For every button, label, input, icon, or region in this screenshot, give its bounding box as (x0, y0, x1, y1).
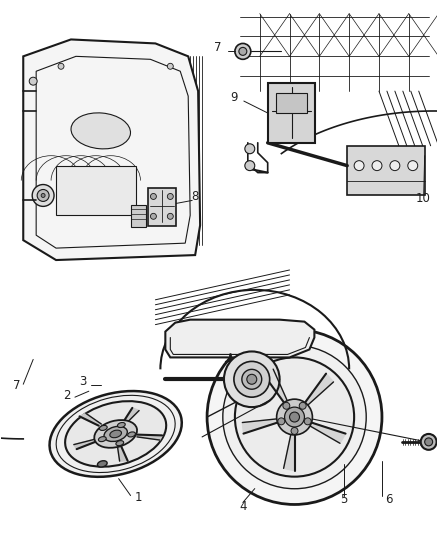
Circle shape (150, 193, 156, 199)
Polygon shape (263, 369, 287, 402)
Ellipse shape (127, 432, 135, 437)
Polygon shape (284, 434, 294, 471)
Circle shape (408, 160, 418, 171)
Ellipse shape (207, 329, 382, 504)
Ellipse shape (99, 425, 107, 431)
Text: 10: 10 (416, 192, 431, 205)
Polygon shape (23, 39, 200, 260)
Ellipse shape (290, 412, 300, 422)
Ellipse shape (97, 461, 107, 467)
Circle shape (390, 160, 400, 171)
Ellipse shape (223, 345, 366, 489)
Text: 7: 7 (13, 379, 20, 392)
Polygon shape (74, 439, 97, 449)
Bar (131, 205, 146, 227)
Ellipse shape (117, 423, 125, 427)
Text: 9: 9 (230, 91, 238, 104)
Ellipse shape (235, 358, 354, 477)
Circle shape (167, 63, 173, 69)
Circle shape (234, 361, 270, 397)
Bar (56, 166, 135, 215)
Ellipse shape (71, 113, 131, 149)
Ellipse shape (94, 420, 137, 448)
Ellipse shape (65, 401, 166, 467)
Circle shape (235, 43, 251, 59)
Circle shape (58, 63, 64, 69)
Bar (148, 189, 176, 226)
Ellipse shape (277, 399, 312, 435)
Ellipse shape (49, 391, 182, 477)
Polygon shape (310, 423, 346, 443)
Bar (276, 93, 307, 113)
Text: 7: 7 (215, 42, 222, 54)
Circle shape (29, 77, 37, 85)
Ellipse shape (285, 407, 304, 427)
Ellipse shape (116, 441, 124, 446)
Text: 3: 3 (79, 375, 87, 388)
Text: 6: 6 (385, 494, 392, 506)
Circle shape (425, 438, 433, 446)
Circle shape (37, 190, 49, 201)
Text: 1: 1 (135, 490, 142, 504)
Circle shape (224, 351, 279, 407)
Polygon shape (80, 413, 101, 426)
Circle shape (242, 369, 262, 389)
Text: 2: 2 (63, 389, 71, 402)
Polygon shape (117, 447, 128, 461)
Circle shape (167, 213, 173, 219)
Circle shape (245, 144, 255, 154)
Ellipse shape (104, 426, 127, 441)
Circle shape (299, 402, 306, 409)
Circle shape (283, 402, 290, 409)
Polygon shape (124, 408, 139, 423)
Text: 4: 4 (239, 500, 247, 513)
Bar (347, 146, 425, 196)
Circle shape (32, 184, 54, 206)
Polygon shape (242, 419, 278, 434)
Ellipse shape (99, 437, 106, 442)
Circle shape (421, 434, 437, 450)
Circle shape (278, 418, 285, 425)
Polygon shape (165, 320, 314, 358)
Text: 8: 8 (191, 190, 199, 204)
Circle shape (150, 213, 156, 219)
Ellipse shape (110, 430, 121, 438)
Circle shape (291, 427, 298, 434)
Circle shape (354, 160, 364, 171)
Circle shape (239, 47, 247, 55)
Circle shape (247, 374, 257, 384)
Circle shape (372, 160, 382, 171)
Bar (268, 83, 315, 143)
Circle shape (245, 160, 255, 171)
Polygon shape (137, 434, 162, 440)
Circle shape (304, 418, 311, 425)
Text: 5: 5 (340, 494, 348, 506)
Circle shape (167, 193, 173, 199)
Circle shape (41, 193, 45, 197)
Polygon shape (305, 374, 333, 405)
